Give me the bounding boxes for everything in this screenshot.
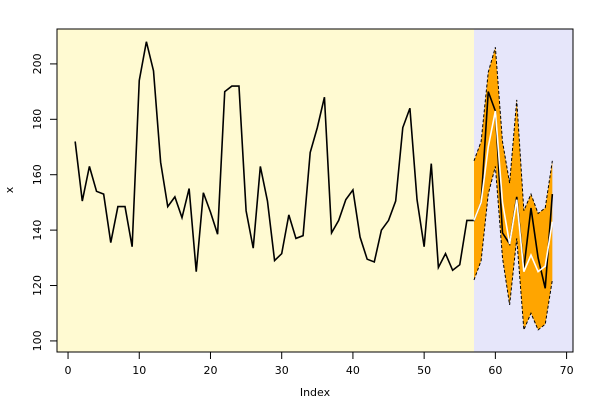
series-line: [473, 110, 554, 273]
x-tick-label: 70: [560, 364, 574, 377]
y-tick-label: 180: [31, 109, 44, 130]
x-axis-label: Index: [300, 386, 331, 399]
series-line: [74, 41, 554, 289]
series-line: [473, 166, 553, 331]
plot-frame: [56, 28, 574, 353]
y-tick-label: 200: [31, 53, 44, 74]
series-line: [473, 47, 553, 215]
x-tick-label: 0: [65, 364, 72, 377]
y-tick-label: 120: [31, 275, 44, 296]
x-tick-label: 30: [275, 364, 289, 377]
y-tick-label: 140: [31, 220, 44, 241]
y-tick-label: 100: [31, 330, 44, 351]
x-tick-label: 50: [417, 364, 431, 377]
x-tick-label: 10: [132, 364, 146, 377]
x-tick-label: 20: [203, 364, 217, 377]
y-tick-label: 160: [31, 164, 44, 185]
x-tick-label: 60: [488, 364, 502, 377]
x-tick-label: 40: [346, 364, 360, 377]
y-axis-label: x: [3, 186, 16, 193]
